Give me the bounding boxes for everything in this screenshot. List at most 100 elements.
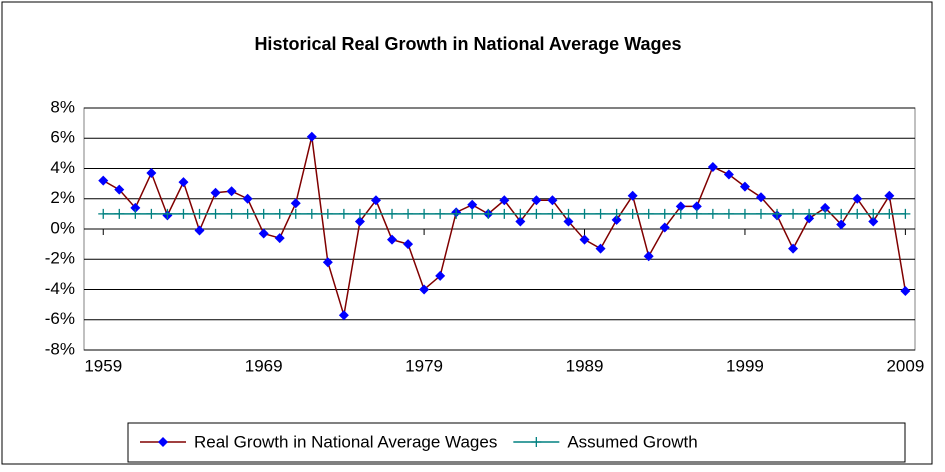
data-point: [146, 168, 157, 179]
data-point: [322, 208, 333, 219]
data-point: [884, 190, 895, 201]
data-point: [403, 208, 414, 219]
data-point: [242, 193, 253, 204]
data-point: [836, 219, 847, 230]
data-point: [643, 251, 654, 262]
data-point: [403, 239, 414, 250]
y-tick-label: 4%: [50, 158, 75, 177]
data-point: [804, 208, 815, 219]
data-point: [755, 208, 766, 219]
x-tick-label: 1999: [726, 356, 764, 375]
data-point: [435, 208, 446, 219]
data-point: [820, 208, 831, 219]
data-point: [723, 208, 734, 219]
data-point: [499, 208, 510, 219]
data-point: [306, 208, 317, 219]
data-point: [611, 208, 622, 219]
data-point: [322, 257, 333, 268]
data-point: [675, 201, 686, 212]
data-point: [178, 177, 189, 188]
x-tick-label: 2009: [886, 356, 924, 375]
data-point: [836, 208, 847, 219]
data-point: [258, 208, 269, 219]
data-point: [547, 208, 558, 219]
data-point: [563, 208, 574, 219]
data-point: [579, 234, 590, 245]
x-tick-label: 1969: [245, 356, 283, 375]
data-point: [274, 208, 285, 219]
data-point: [900, 208, 911, 219]
data-point: [419, 284, 430, 295]
data-point: [194, 225, 205, 236]
data-point: [643, 208, 654, 219]
data-point: [515, 216, 526, 227]
data-point: [531, 208, 542, 219]
data-point: [627, 208, 638, 219]
data-point: [467, 208, 478, 219]
data-point: [723, 169, 734, 180]
data-point: [387, 208, 398, 219]
data-point: [370, 208, 381, 219]
data-point: [114, 208, 125, 219]
data-point: [707, 208, 718, 219]
data-point: [226, 186, 237, 197]
y-tick-label: 2%: [50, 188, 75, 207]
data-point: [675, 208, 686, 219]
legend-label: Real Growth in National Average Wages: [194, 432, 497, 451]
data-point: [868, 216, 879, 227]
data-point: [579, 208, 590, 219]
data-point: [852, 208, 863, 219]
data-point: [707, 161, 718, 172]
legend-marker: [531, 437, 542, 447]
data-point: [370, 195, 381, 206]
data-point: [274, 233, 285, 244]
data-point: [691, 208, 702, 219]
data-point: [354, 208, 365, 219]
data-point: [483, 208, 494, 219]
data-point: [515, 208, 526, 219]
data-point: [242, 208, 253, 219]
y-tick-label: -4%: [45, 279, 75, 298]
y-tick-label: -2%: [45, 249, 75, 268]
data-point: [820, 202, 831, 213]
data-point: [739, 208, 750, 219]
data-point: [659, 222, 670, 233]
data-point: [499, 195, 510, 206]
data-point: [563, 216, 574, 227]
data-point: [531, 195, 542, 206]
data-point: [739, 181, 750, 192]
data-point: [258, 228, 269, 239]
data-point: [226, 208, 237, 219]
data-point: [98, 208, 109, 219]
data-point: [210, 208, 221, 219]
data-point: [755, 192, 766, 203]
y-tick-label: -6%: [45, 309, 75, 328]
data-point: [595, 208, 606, 219]
chart-title: Historical Real Growth in National Avera…: [254, 34, 681, 54]
data-point: [130, 208, 141, 219]
data-point: [290, 208, 301, 219]
data-point: [114, 184, 125, 195]
data-point: [290, 198, 301, 209]
data-point: [146, 208, 157, 219]
data-point: [788, 208, 799, 219]
legend-label: Assumed Growth: [567, 432, 697, 451]
data-point: [595, 243, 606, 254]
data-point: [611, 214, 622, 225]
data-point: [627, 190, 638, 201]
data-point: [306, 131, 317, 142]
data-point: [868, 208, 879, 219]
data-point: [338, 310, 349, 321]
data-point: [900, 286, 911, 297]
data-point: [772, 208, 783, 219]
x-tick-label: 1979: [405, 356, 443, 375]
data-point: [467, 199, 478, 210]
data-point: [338, 208, 349, 219]
data-point: [451, 208, 462, 219]
data-point: [659, 208, 670, 219]
data-point: [194, 208, 205, 219]
data-point: [387, 234, 398, 245]
y-tick-label: 8%: [50, 97, 75, 116]
data-point: [178, 208, 189, 219]
